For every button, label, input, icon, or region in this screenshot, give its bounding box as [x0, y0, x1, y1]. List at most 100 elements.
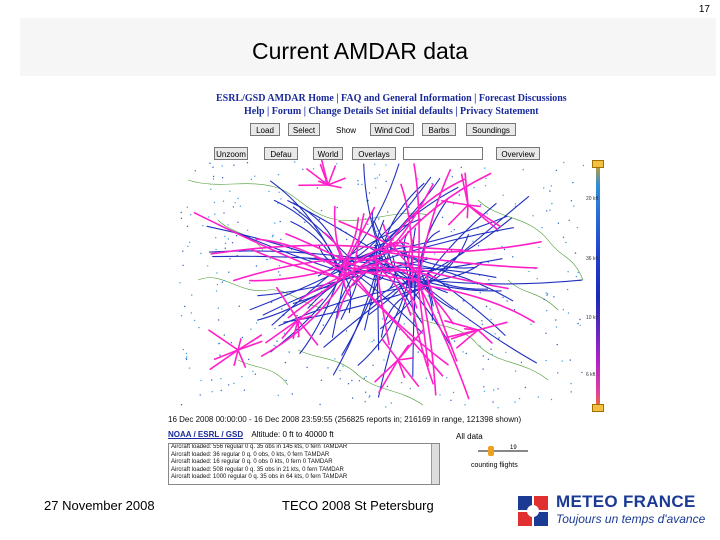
report-dot [471, 307, 474, 309]
report-dot [312, 168, 315, 170]
report-dot [378, 218, 380, 220]
flight-tracks-map[interactable] [178, 146, 586, 412]
nav-links-row2[interactable]: Help | Forum | Change Details Set initia… [244, 106, 539, 117]
report-dot [446, 377, 448, 379]
report-dot [241, 336, 244, 339]
report-dot [484, 185, 487, 187]
flight-track [378, 359, 399, 393]
flight-map[interactable] [178, 146, 586, 412]
world-button[interactable]: World [313, 147, 343, 160]
noaa-link[interactable]: NOAA / ESRL / GSD [168, 430, 244, 439]
report-dot [501, 245, 503, 248]
report-dot [277, 271, 280, 273]
load-button[interactable]: Load [250, 123, 280, 136]
meteo-france-emblem-icon [518, 496, 548, 526]
overlays-button[interactable]: Overlays [352, 147, 396, 160]
slider-thumb[interactable] [488, 446, 494, 456]
report-dot [270, 301, 273, 303]
report-dot [210, 188, 212, 190]
report-dot [481, 320, 483, 322]
report-dot [228, 271, 230, 273]
report-dot [434, 253, 436, 255]
load-log[interactable]: Aircraft loaded: 556 regular 0 q. 35 obs… [168, 443, 440, 485]
report-dot [241, 375, 243, 378]
report-dot [569, 359, 571, 361]
report-dot [575, 275, 578, 278]
report-dot [246, 162, 249, 164]
report-dot [255, 265, 258, 267]
report-dot [221, 177, 224, 179]
flight-track [417, 282, 429, 367]
report-dot [427, 295, 429, 297]
flight-track [327, 184, 342, 189]
report-dot [215, 248, 217, 251]
report-dot [492, 401, 494, 403]
unzoom-button[interactable]: Unzoom [214, 147, 248, 160]
overview-button[interactable]: Overview [496, 147, 540, 160]
report-dot [237, 221, 239, 223]
altitude-bottom-handle[interactable] [592, 404, 604, 412]
barbs-button[interactable]: Barbs [422, 123, 456, 136]
flight-track [276, 286, 299, 321]
report-dot [179, 282, 181, 284]
altitude-scale[interactable]: 20 kft 36 kft 10 kft 6 kft [586, 160, 604, 412]
report-dot [191, 294, 193, 296]
wind-cod-button[interactable]: Wind Cod [370, 123, 414, 136]
report-dot [403, 323, 405, 325]
report-dot [568, 219, 570, 221]
report-dot [283, 332, 286, 334]
default-button[interactable]: Defau [264, 147, 298, 160]
log-scrollbar[interactable] [431, 444, 439, 484]
scale-label-4: 6 kft [586, 372, 596, 378]
report-dot [570, 382, 572, 385]
select-button[interactable]: Select [288, 123, 320, 136]
report-dot [237, 197, 239, 200]
report-dot [546, 309, 548, 312]
report-dot [452, 391, 455, 394]
report-dot [381, 318, 384, 320]
report-dot [180, 404, 183, 406]
report-dot [479, 292, 481, 294]
report-dot [215, 237, 217, 239]
report-dot [574, 252, 577, 254]
altitude-top-handle[interactable] [592, 160, 604, 168]
time-slider[interactable]: 19 [478, 445, 528, 456]
nav-links-row1[interactable]: ESRL/GSD AMDAR Home | FAQ and General In… [216, 93, 567, 104]
report-dot [200, 379, 202, 382]
report-dot [367, 223, 369, 225]
report-dot [232, 206, 235, 208]
report-dot [288, 351, 290, 353]
report-dot [484, 167, 486, 169]
flight-track [448, 204, 469, 226]
report-dot [319, 403, 321, 406]
flight-track [466, 204, 469, 219]
report-dot [221, 281, 224, 283]
report-dot [323, 261, 325, 263]
report-dot [279, 274, 281, 276]
report-dot [556, 343, 558, 346]
report-dot [563, 161, 565, 164]
report-dot [532, 215, 534, 217]
report-dot [230, 342, 233, 344]
report-dot [334, 358, 336, 360]
overlay-input[interactable] [403, 147, 483, 160]
report-dot [551, 202, 553, 205]
report-dot [555, 326, 558, 328]
report-dot [223, 212, 225, 214]
report-dot [180, 217, 183, 220]
report-dot [218, 319, 220, 321]
report-dot [553, 296, 555, 298]
page-number: 17 [698, 4, 710, 15]
report-dot [284, 361, 287, 364]
flight-track [397, 344, 410, 361]
flight-track [407, 279, 434, 385]
report-dot [269, 258, 271, 260]
show-button[interactable]: Show [330, 123, 362, 136]
flight-track [441, 200, 469, 206]
flight-track [336, 258, 390, 319]
report-dot [514, 370, 517, 372]
report-dot [248, 358, 250, 361]
soundings-button[interactable]: Soundings [466, 123, 516, 136]
report-dot [503, 248, 506, 251]
report-dot [482, 368, 484, 370]
